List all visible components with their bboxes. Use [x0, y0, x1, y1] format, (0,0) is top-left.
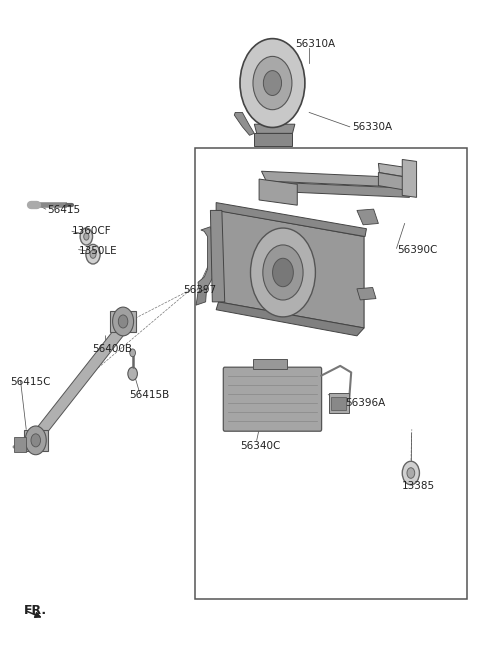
Circle shape	[80, 228, 93, 245]
Polygon shape	[357, 287, 376, 300]
Circle shape	[407, 468, 415, 478]
Polygon shape	[110, 311, 136, 332]
Polygon shape	[329, 394, 349, 413]
Polygon shape	[378, 163, 411, 178]
Circle shape	[128, 367, 137, 380]
Text: 56330A: 56330A	[352, 122, 392, 132]
Polygon shape	[253, 359, 287, 369]
Circle shape	[84, 233, 89, 240]
Text: 13385: 13385	[402, 481, 435, 491]
Polygon shape	[357, 209, 378, 225]
Circle shape	[264, 71, 282, 96]
Polygon shape	[262, 182, 409, 197]
Text: 56396A: 56396A	[345, 398, 385, 408]
Polygon shape	[259, 179, 297, 205]
Polygon shape	[24, 430, 48, 451]
Polygon shape	[198, 227, 214, 292]
Text: 56310A: 56310A	[295, 39, 335, 49]
Circle shape	[273, 258, 293, 287]
Circle shape	[31, 434, 40, 447]
Polygon shape	[210, 211, 225, 302]
Text: 56390C: 56390C	[397, 245, 438, 255]
Text: 56397: 56397	[183, 285, 216, 295]
Polygon shape	[378, 173, 409, 191]
Circle shape	[90, 250, 96, 258]
Circle shape	[118, 315, 128, 328]
Polygon shape	[331, 397, 347, 409]
Text: 56415B: 56415B	[129, 390, 169, 400]
Polygon shape	[402, 159, 417, 197]
Polygon shape	[254, 124, 295, 133]
Polygon shape	[196, 289, 206, 305]
Polygon shape	[262, 171, 412, 188]
Circle shape	[25, 426, 46, 455]
Text: FR.: FR.	[24, 604, 48, 617]
Circle shape	[240, 39, 305, 127]
Polygon shape	[14, 437, 26, 452]
Circle shape	[253, 56, 292, 110]
Text: 56415C: 56415C	[10, 377, 50, 386]
Circle shape	[263, 245, 303, 300]
Circle shape	[251, 228, 315, 317]
FancyBboxPatch shape	[223, 367, 322, 431]
Circle shape	[130, 349, 135, 357]
Polygon shape	[234, 112, 254, 135]
Circle shape	[113, 307, 133, 336]
Text: 1350LE: 1350LE	[79, 246, 118, 256]
Text: 56400B: 56400B	[92, 344, 132, 354]
Text: 56415: 56415	[47, 205, 80, 215]
Text: 56340C: 56340C	[240, 441, 280, 451]
Polygon shape	[254, 133, 292, 146]
Polygon shape	[218, 211, 364, 328]
Polygon shape	[216, 203, 366, 237]
Polygon shape	[28, 318, 130, 449]
Circle shape	[402, 461, 420, 485]
Bar	[195, 148, 467, 599]
Text: 1360CF: 1360CF	[72, 226, 112, 236]
Circle shape	[86, 245, 100, 264]
Polygon shape	[216, 302, 364, 336]
